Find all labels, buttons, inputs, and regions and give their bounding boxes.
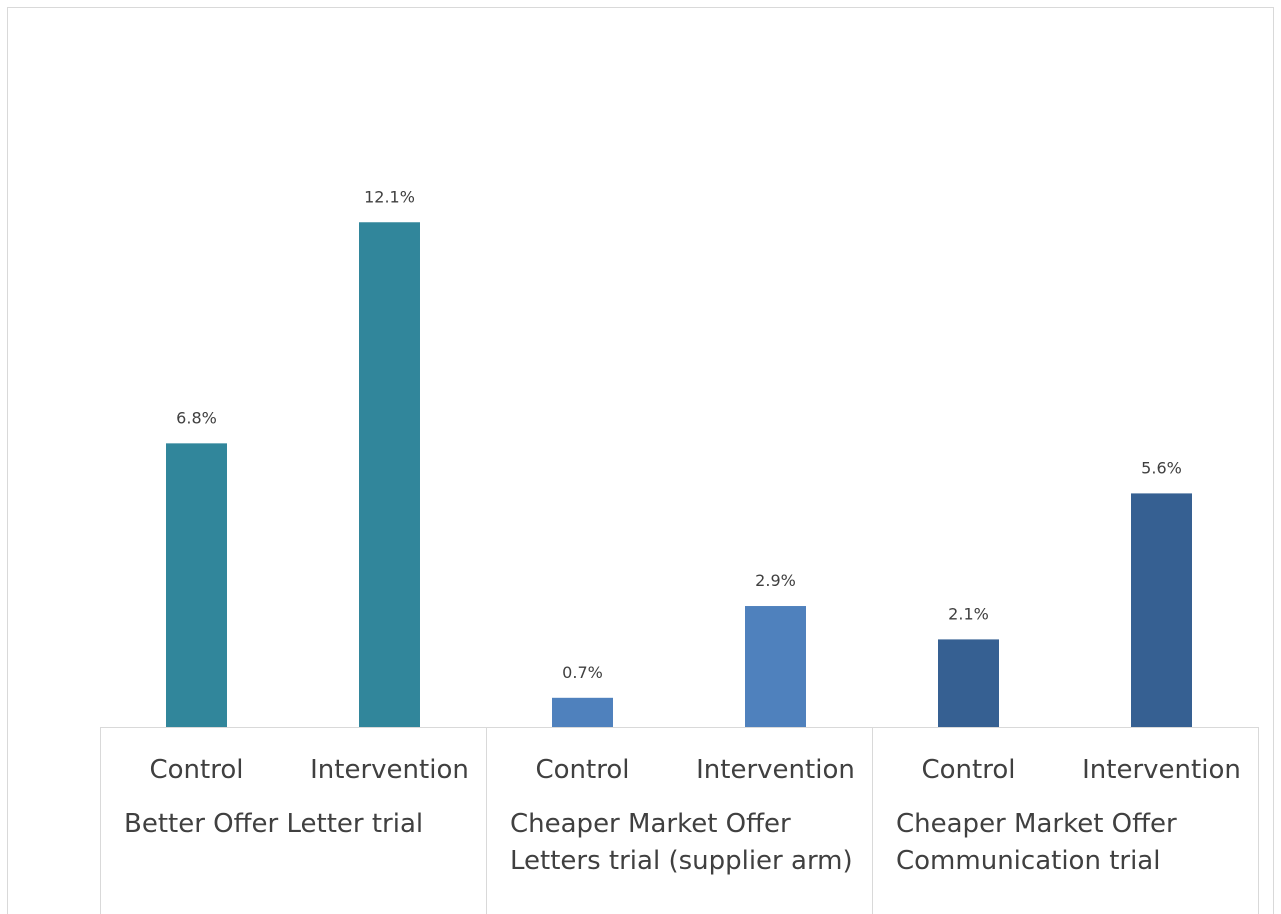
x-tick-label: Intervention: [310, 755, 469, 785]
chart-frame: [7, 7, 1274, 914]
x-tick-label: Control: [922, 755, 1016, 785]
value-label: 2.9%: [755, 571, 796, 590]
x-tick-label: Intervention: [1082, 755, 1241, 785]
bar: [359, 222, 420, 727]
group-label: Cheaper Market Offer Letters trial (supp…: [510, 809, 853, 876]
bar: [1131, 493, 1192, 727]
group-label: Better Offer Letter trial: [124, 809, 424, 839]
bar: [552, 697, 613, 727]
bar: [938, 639, 999, 727]
value-label: 0.7%: [562, 663, 603, 682]
value-label: 5.6%: [1141, 458, 1182, 477]
group-label: Cheaper Market Offer Communication trial: [896, 809, 1177, 876]
value-label: 6.8%: [176, 408, 217, 427]
value-label: 2.1%: [948, 604, 989, 623]
x-tick-label: Control: [536, 755, 630, 785]
x-tick-label: Control: [150, 755, 244, 785]
bar: [745, 606, 806, 727]
value-label: 12.1%: [364, 187, 415, 206]
x-tick-label: Intervention: [696, 755, 855, 785]
bar: [166, 443, 227, 727]
